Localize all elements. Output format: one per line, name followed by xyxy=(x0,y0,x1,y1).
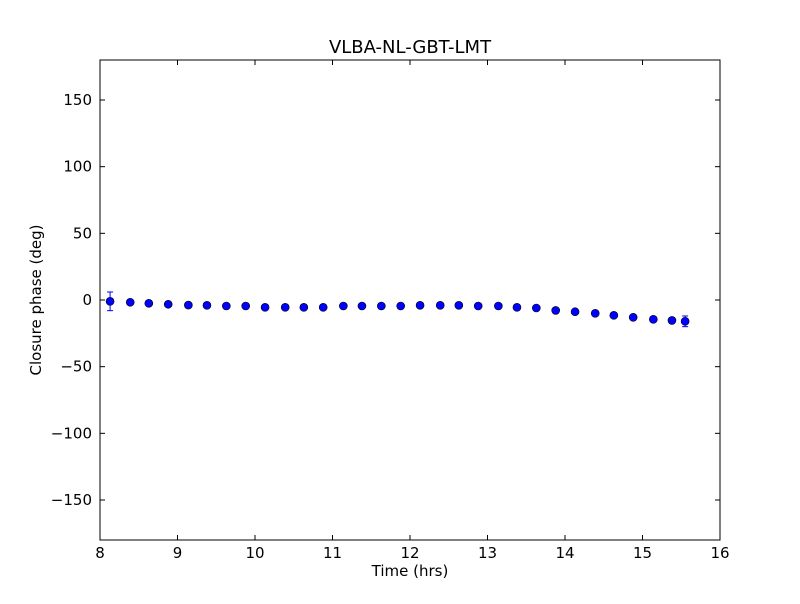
y-tick-label: −150 xyxy=(51,491,92,509)
chart-title: VLBA-NL-GBT-LMT xyxy=(329,37,492,58)
data-point xyxy=(357,301,367,311)
data-point xyxy=(570,307,580,317)
plot-frame xyxy=(99,59,721,541)
data-point xyxy=(241,301,250,311)
data-point xyxy=(202,301,212,310)
data-point xyxy=(125,297,135,307)
data-point xyxy=(318,303,328,312)
data-point xyxy=(396,301,406,311)
y-axis-label: Closure phase (deg) xyxy=(27,225,45,376)
data-point xyxy=(680,317,690,326)
data-point xyxy=(628,313,638,322)
y-tick-label: 50 xyxy=(73,224,92,242)
data-point xyxy=(299,303,309,312)
data-point xyxy=(551,306,561,315)
data-point xyxy=(105,297,115,306)
x-tick-label: 16 xyxy=(710,544,729,562)
x-axis-label: Time (hrs) xyxy=(371,562,449,580)
x-tick-label: 14 xyxy=(555,544,574,562)
y-tick-label: 0 xyxy=(82,291,92,309)
x-tick-label: 12 xyxy=(400,544,419,562)
data-point xyxy=(454,301,464,310)
x-tick-label: 9 xyxy=(173,544,183,562)
data-point xyxy=(494,301,503,311)
data-point xyxy=(667,316,677,325)
y-tick-label: −50 xyxy=(60,358,92,376)
x-tick-label: 13 xyxy=(478,544,497,562)
x-tick-label: 15 xyxy=(633,544,652,562)
x-tick-label: 8 xyxy=(95,544,105,562)
data-point xyxy=(377,301,386,311)
x-tick-label: 10 xyxy=(245,544,264,562)
data-point xyxy=(260,303,270,312)
data-point xyxy=(435,301,445,310)
data-point xyxy=(590,309,600,318)
data-point xyxy=(339,301,348,311)
x-tick-label: 11 xyxy=(323,544,342,562)
data-point xyxy=(144,299,154,308)
y-tick-label: −100 xyxy=(51,424,92,442)
data-point xyxy=(415,301,425,310)
data-point xyxy=(163,299,173,309)
data-point xyxy=(184,300,193,310)
data-point xyxy=(280,303,290,312)
y-tick-label: 150 xyxy=(63,91,92,109)
data-point xyxy=(512,303,522,312)
y-tick-label: 100 xyxy=(63,158,92,176)
data-point xyxy=(609,311,619,320)
data-point xyxy=(649,315,658,324)
data-point xyxy=(473,301,483,311)
data-point xyxy=(532,303,541,313)
data-point xyxy=(222,301,231,311)
